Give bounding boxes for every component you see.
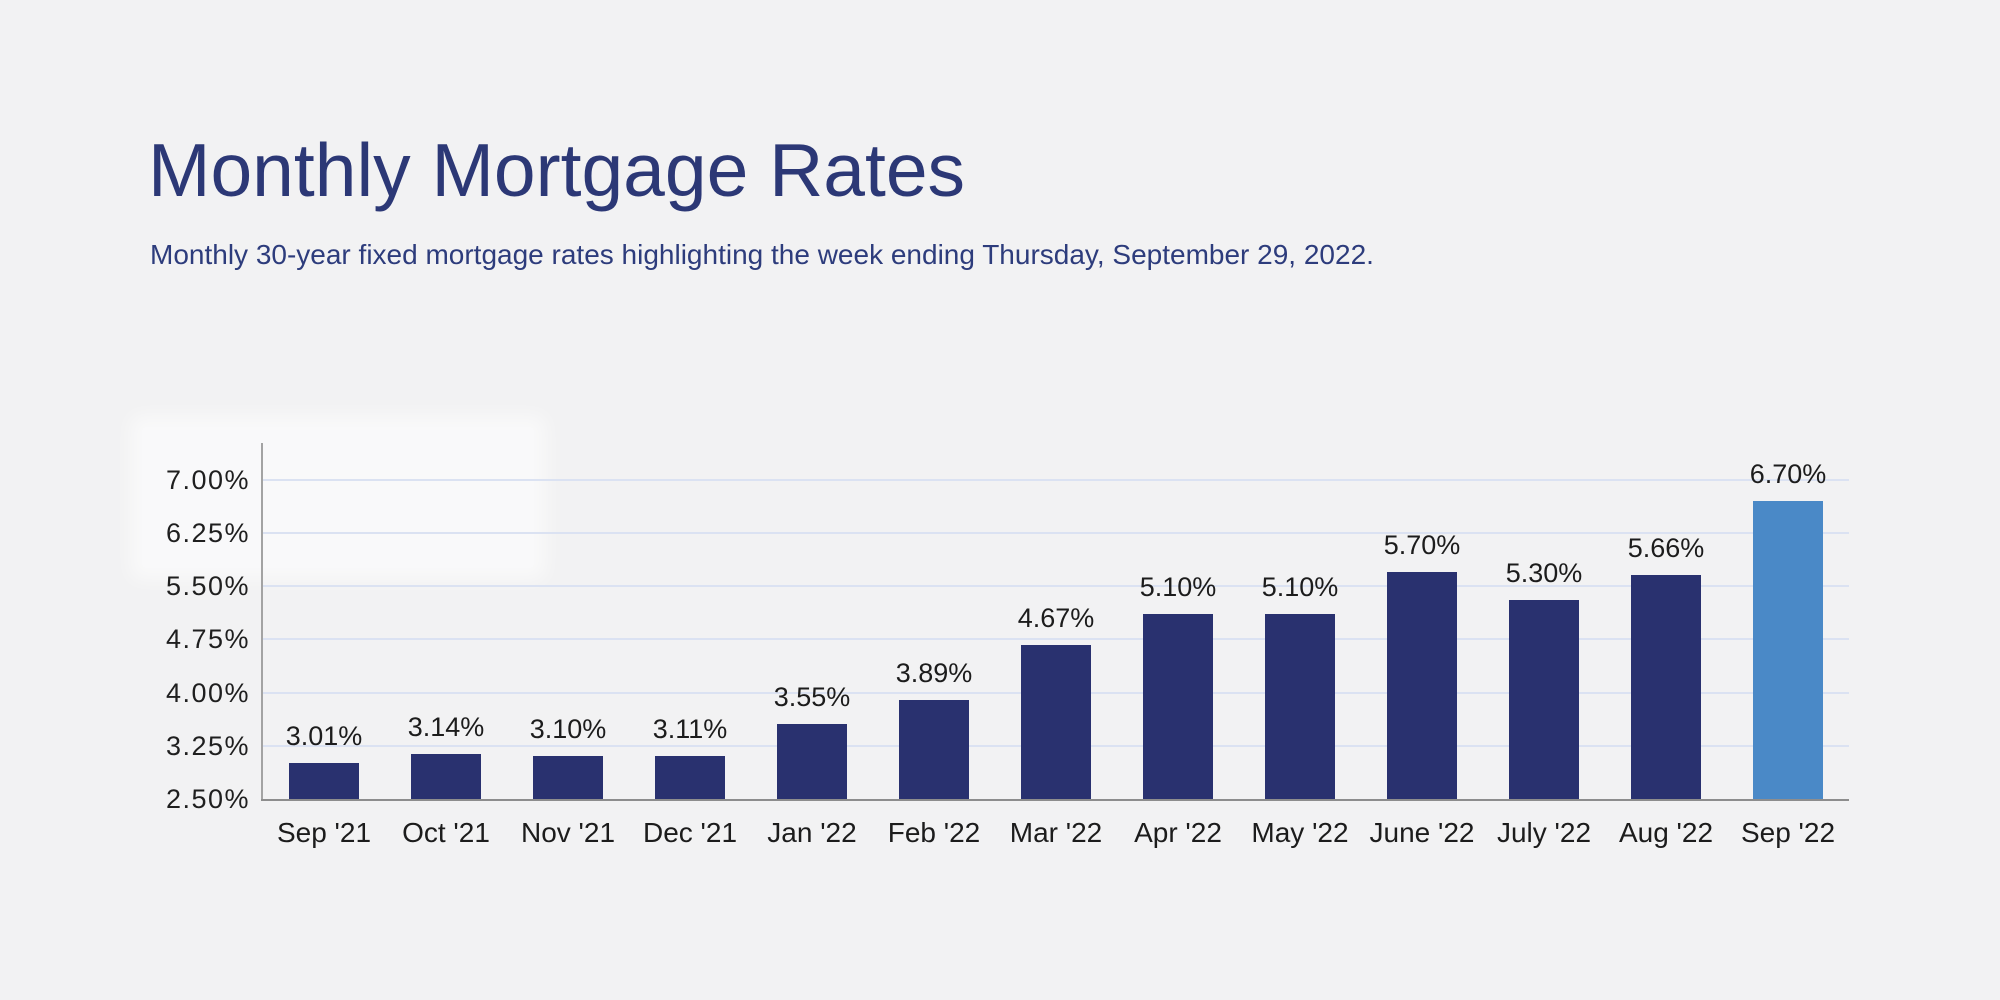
y-axis-tick-label: 5.50%: [165, 571, 250, 601]
bar-nov-21: [533, 756, 603, 799]
bar-value-label: 5.66%: [1627, 533, 1705, 563]
bar-sep-22: [1753, 501, 1823, 799]
bar-slot-sep-21: 3.01% Sep '21: [263, 443, 385, 848]
x-axis-label-june-22: June '22: [1369, 817, 1475, 848]
x-axis-label-dec-21: Dec '21: [642, 817, 738, 848]
y-axis-tick-label: 7.00%: [165, 464, 250, 495]
highlight-backdrop: [142, 427, 534, 568]
y-axis-tick-label: 4.00%: [165, 677, 250, 708]
bar-value-label: 5.30%: [1505, 558, 1583, 588]
gridline: [263, 478, 1849, 481]
x-axis-label-aug-22: Aug '22: [1618, 817, 1714, 848]
x-axis-line: [261, 799, 1849, 801]
gridline: [263, 585, 1849, 587]
y-axis-tick-label: 4.75%: [165, 624, 250, 655]
x-axis-label-mar-22: Mar '22: [1009, 817, 1103, 848]
x-axis-label-feb-22: Feb '22: [887, 817, 981, 848]
y-axis-tick-label: 3.25%: [165, 730, 250, 761]
x-axis-label-jan-22: Jan '22: [767, 817, 857, 848]
bar-oct-21: [411, 754, 481, 799]
bar-aug-22: [1631, 575, 1701, 799]
bar-jan-22: [777, 724, 847, 799]
bar-july-22: [1509, 600, 1579, 799]
bar-chart: 7.00% 6.25% 5.50% 4.75% 4.00% 3.25% 2.50% 3.01…: [0, 443, 2000, 848]
bar-slot-apr-22: 5.10% Apr '22: [1117, 443, 1239, 848]
bar-slot-july-22: 5.30% July '22: [1483, 443, 1605, 848]
bar-value-label: 5.10%: [1139, 572, 1217, 602]
bar-value-label: 3.01%: [285, 721, 363, 751]
plot-area: 3.01% Sep '21 3.14% Oct '21 3.10% Nov '21 3.11…: [261, 443, 1849, 848]
y-axis-tick-label: 2.50%: [165, 784, 250, 814]
bar-value-label: 4.67%: [1017, 603, 1095, 633]
bar-slot-may-22: 5.10% May '22: [1239, 443, 1361, 848]
bar-dec-21: [655, 756, 725, 799]
y-axis-line: [261, 443, 263, 801]
x-axis-label-apr-22: Apr '22: [1134, 817, 1222, 848]
y-axis-tick-label: 6.25%: [165, 517, 250, 548]
gridline: [263, 638, 1849, 641]
bar-slot-feb-22: 3.89% Feb '22: [873, 443, 995, 848]
bar-value-label: 3.55%: [773, 682, 851, 712]
x-axis-label-nov-21: Nov '21: [520, 817, 616, 848]
bar-mar-22: [1021, 645, 1091, 799]
bar-apr-22: [1143, 614, 1213, 799]
gridline: [263, 531, 1849, 534]
bar-feb-22: [899, 700, 969, 799]
bar-value-label: 3.89%: [895, 658, 973, 688]
bar-slot-sep-22: 6.70% Sep '22: [1727, 443, 1849, 848]
x-axis-label-july-22: July '22: [1496, 817, 1592, 848]
bar-slot-mar-22: 4.67% Mar '22: [995, 443, 1117, 848]
bars-container: 3.01% Sep '21 3.14% Oct '21 3.10% Nov '21 3.11…: [263, 443, 1849, 848]
bar-june-22: [1387, 572, 1457, 799]
bar-value-label: 6.70%: [1749, 459, 1827, 489]
bar-may-22: [1265, 614, 1335, 799]
bar-slot-oct-21: 3.14% Oct '21: [385, 443, 507, 848]
x-axis-label-oct-21: Oct '21: [402, 817, 490, 848]
bar-slot-nov-21: 3.10% Nov '21: [507, 443, 629, 848]
bar-value-label: 3.11%: [652, 714, 728, 744]
bar-value-label: 5.10%: [1261, 572, 1339, 602]
page-subtitle: Monthly 30-year fixed mortgage rates hig…: [150, 239, 1374, 270]
bar-slot-aug-22: 5.66% Aug '22: [1605, 443, 1727, 848]
x-axis-label-sep-21: Sep '21: [276, 817, 372, 848]
bar-slot-jan-22: 3.55% Jan '22: [751, 443, 873, 848]
bar-value-label: 5.70%: [1383, 530, 1461, 560]
x-axis-label-may-22: May '22: [1251, 817, 1349, 848]
bar-value-label: 3.14%: [407, 712, 485, 742]
bar-value-label: 3.10%: [529, 714, 607, 744]
bar-slot-june-22: 5.70% June '22: [1361, 443, 1483, 848]
page-title: Monthly Mortgage Rates: [148, 128, 966, 212]
x-axis-label-sep-22: Sep '22: [1740, 817, 1836, 848]
bar-sep-21: [289, 763, 359, 799]
y-axis-labels: 7.00% 6.25% 5.50% 4.75% 4.00% 3.25% 2.50%: [95, 443, 250, 815]
bar-slot-dec-21: 3.11% Dec '21: [629, 443, 751, 848]
